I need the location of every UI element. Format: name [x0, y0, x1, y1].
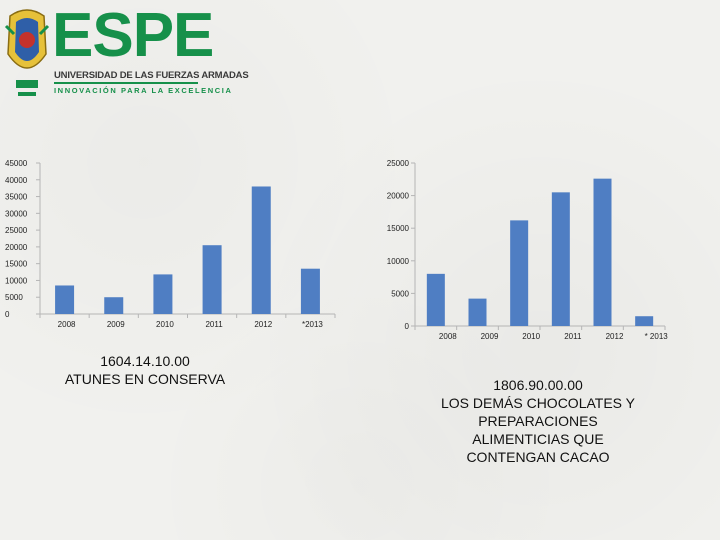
y-tick-label: 15000 — [5, 260, 28, 269]
y-tick-label: 25000 — [5, 226, 28, 235]
bar — [426, 273, 445, 326]
caption-description-line: LOS DEMÁS CHOCOLATES Y — [441, 395, 635, 411]
bar — [468, 298, 487, 326]
bar — [153, 274, 173, 314]
espe-logo: ESPE UNIVERSIDAD DE LAS FUERZAS ARMADAS … — [0, 0, 249, 110]
caption-chocolates: 1806.90.00.00 LOS DEMÁS CHOCOLATES Y PRE… — [418, 376, 658, 466]
y-tick-label: 10000 — [5, 276, 28, 285]
x-tick-label: 2010 — [156, 320, 174, 329]
y-tick-label: 30000 — [5, 209, 28, 218]
y-tick-label: 40000 — [5, 176, 28, 185]
caption-atunes: 1604.14.10.00 ATUNES EN CONSERVA — [40, 352, 250, 388]
bar — [635, 316, 654, 326]
chart-atunes: 0 5000 10000 15000 20000 25000 30000 35000 40000… — [5, 159, 336, 329]
caption-description-line: CONTENGAN CACAO — [466, 449, 610, 465]
y-tick-label: 35000 — [5, 193, 28, 202]
logo-university-name: UNIVERSIDAD DE LAS FUERZAS ARMADAS — [54, 70, 249, 81]
y-tick-label: 15000 — [387, 224, 410, 233]
bar — [55, 285, 75, 314]
logo-tagline: INNOVACIÓN PARA LA EXCELENCIA — [54, 86, 233, 95]
x-tick-label: 2011 — [564, 332, 582, 341]
caption-description-line: PREPARACIONES — [478, 413, 598, 429]
y-tick-label: 10000 — [387, 257, 410, 266]
bar — [593, 178, 612, 326]
chart-chocolates: 0 5000 10000 15000 20000 25000 2008 2009 2010 201… — [387, 159, 669, 341]
y-tick-label: 45000 — [5, 159, 28, 168]
logo-wordmark: ESPE — [52, 1, 214, 70]
bar — [510, 220, 529, 326]
x-tick-label: 2008 — [58, 320, 76, 329]
caption-code: 1604.14.10.00 — [100, 353, 190, 369]
caption-description-line: ALIMENTICIAS QUE — [472, 431, 604, 447]
x-tick-label: 2009 — [107, 320, 125, 329]
x-tick-label: 2012 — [606, 332, 624, 341]
x-tick-label: *2013 — [302, 320, 323, 329]
y-tick-label: 5000 — [391, 289, 409, 298]
y-tick-label: 25000 — [387, 159, 410, 168]
x-tick-label: 2008 — [439, 332, 457, 341]
y-tick-label: 5000 — [5, 293, 23, 302]
bar — [251, 186, 271, 314]
x-tick-label: 2009 — [481, 332, 499, 341]
y-tick-label: 20000 — [387, 192, 410, 201]
x-tick-label: 2010 — [522, 332, 540, 341]
bar — [300, 268, 320, 314]
x-tick-label: 2012 — [254, 320, 272, 329]
caption-description: ATUNES EN CONSERVA — [64, 371, 226, 387]
x-tick-label: 2011 — [205, 320, 223, 329]
logo-divider — [54, 82, 198, 84]
bar — [551, 192, 570, 326]
coat-of-arms-icon — [4, 9, 50, 96]
bar — [104, 297, 124, 314]
x-tick-label: * 2013 — [645, 332, 669, 341]
y-tick-label: 20000 — [5, 243, 28, 252]
y-tick-label: 0 — [5, 310, 10, 319]
y-tick-label: 0 — [405, 322, 410, 331]
caption-code: 1806.90.00.00 — [493, 377, 583, 393]
bar — [202, 245, 222, 314]
